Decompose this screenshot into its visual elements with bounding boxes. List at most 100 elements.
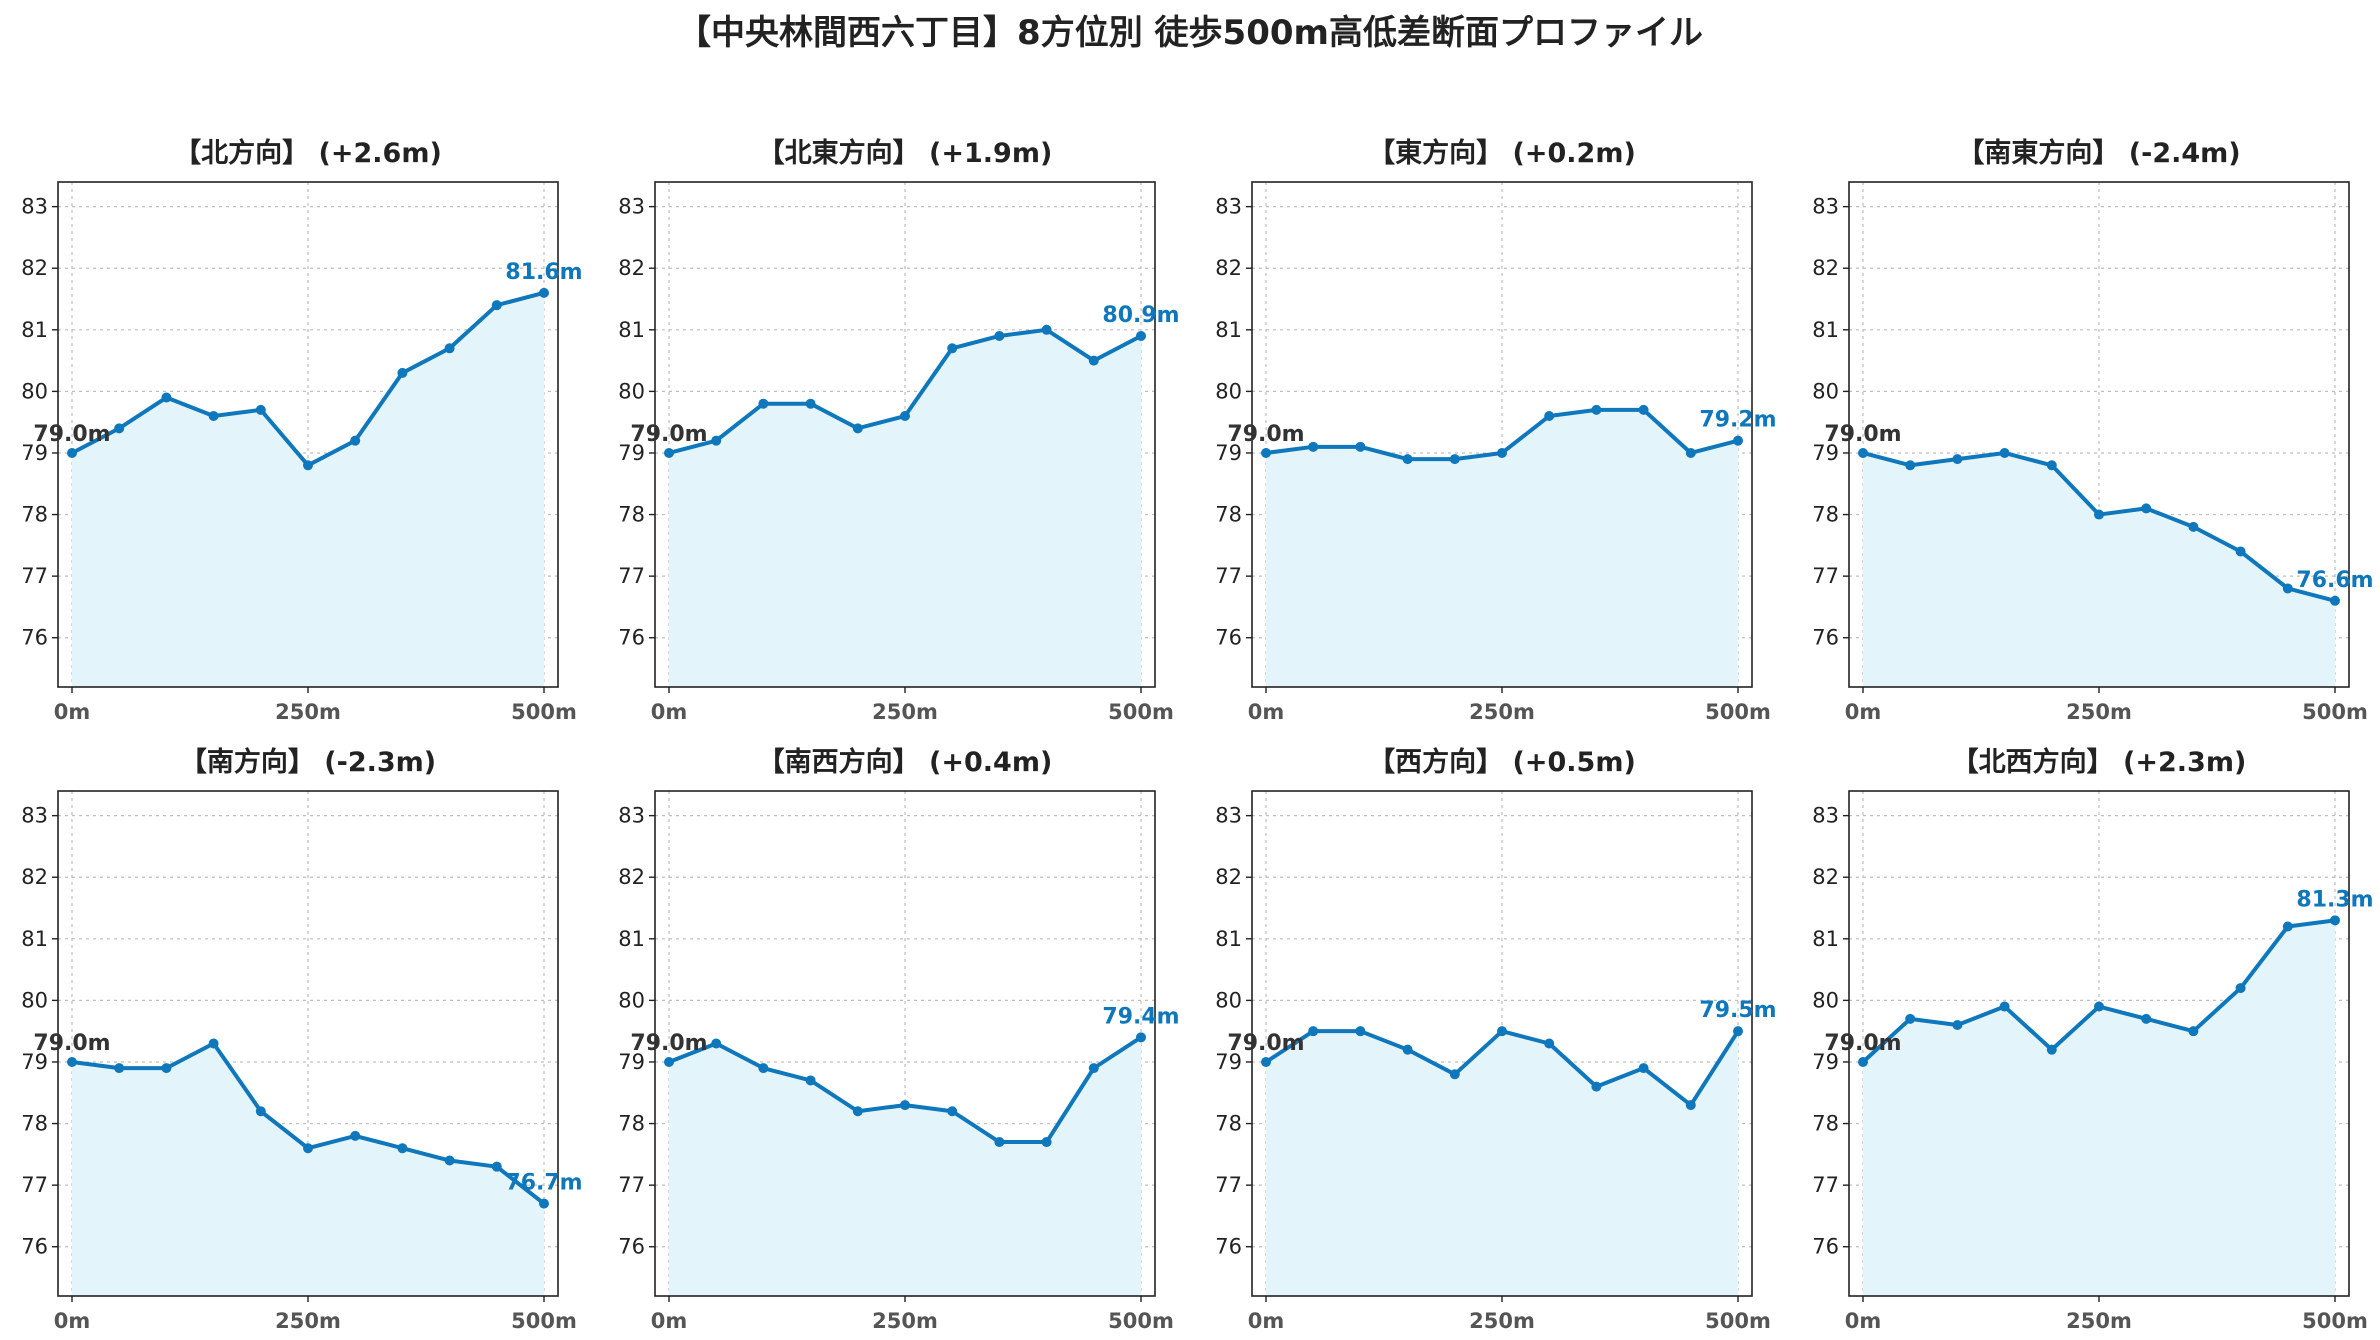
data-point <box>67 447 77 458</box>
data-point <box>711 435 722 446</box>
data-point <box>1858 447 1868 458</box>
y-tick-label: 76 <box>1215 1235 1242 1259</box>
data-point <box>1088 1063 1099 1074</box>
chart-panel-4: 【南方向】 (-2.3m) 76 77 78 79 80 81 82 83 0m 250m 500m 7… <box>21 746 582 1333</box>
data-point <box>1858 1056 1868 1067</box>
data-point <box>397 367 408 378</box>
area-fill <box>669 329 1141 687</box>
y-tick-label: 78 <box>1812 503 1839 527</box>
y-tick-label: 82 <box>1215 865 1242 889</box>
data-point <box>994 1137 1005 1148</box>
y-tick-label: 79 <box>21 441 48 465</box>
y-tick-label: 81 <box>1812 318 1839 342</box>
x-tick-label: 250m <box>275 1309 341 1333</box>
x-tick-label: 500m <box>2302 1309 2368 1333</box>
y-tick-label: 76 <box>1812 1235 1839 1259</box>
data-point <box>1685 447 1696 458</box>
y-tick-label: 81 <box>1215 927 1242 951</box>
data-point <box>255 404 266 415</box>
data-point <box>2141 1013 2152 1024</box>
y-tick-label: 83 <box>1215 195 1242 219</box>
y-tick-label: 80 <box>618 379 645 403</box>
panel-title: 【東方向】 (+0.2m) <box>1368 137 1636 169</box>
y-tick-label: 78 <box>1812 1112 1839 1136</box>
data-point <box>1544 411 1555 422</box>
y-tick-label: 77 <box>618 564 645 588</box>
end-value-label: 80.9m <box>1102 303 1179 328</box>
data-point <box>444 1155 455 1166</box>
data-point <box>1733 1026 1743 1037</box>
start-value-label: 79.0m <box>1227 1031 1304 1056</box>
data-point <box>114 423 125 434</box>
data-point <box>1041 1137 1052 1148</box>
chart-panel-0: 【北方向】 (+2.6m) 76 77 78 79 80 81 82 83 0m 250m 500m 7… <box>21 137 582 724</box>
y-tick-label: 80 <box>1812 988 1839 1012</box>
y-tick-label: 82 <box>21 256 48 280</box>
y-tick-label: 77 <box>618 1173 645 1197</box>
data-point <box>2282 921 2293 932</box>
end-value-label: 76.7m <box>505 1171 582 1196</box>
data-point <box>1952 1020 1963 1031</box>
data-point <box>758 398 769 409</box>
panel-title: 【西方向】 (+0.5m) <box>1368 746 1636 778</box>
y-tick-label: 83 <box>618 804 645 828</box>
y-tick-label: 79 <box>1215 441 1242 465</box>
data-point <box>397 1143 408 1154</box>
start-value-label: 79.0m <box>33 422 110 447</box>
data-point <box>1497 447 1507 458</box>
panel-title: 【北方向】 (+2.6m) <box>174 137 442 169</box>
y-tick-label: 81 <box>1812 927 1839 951</box>
y-tick-label: 80 <box>1215 379 1242 403</box>
y-tick-label: 78 <box>618 503 645 527</box>
x-tick-label: 250m <box>872 700 938 724</box>
area-fill <box>1863 920 2335 1296</box>
panel-title: 【北西方向】 (+2.3m) <box>1952 746 2247 778</box>
data-point <box>208 1038 219 1049</box>
chart-panel-2: 【東方向】 (+0.2m) 76 77 78 79 80 81 82 83 0m 250m 500m 7… <box>1215 137 1776 724</box>
y-tick-label: 79 <box>1215 1050 1242 1074</box>
data-point <box>208 411 219 422</box>
data-point <box>1308 1026 1319 1037</box>
y-tick-label: 83 <box>1812 804 1839 828</box>
y-tick-label: 79 <box>1812 1050 1839 1074</box>
y-tick-label: 81 <box>1215 318 1242 342</box>
y-tick-label: 82 <box>618 865 645 889</box>
data-point <box>1136 330 1146 341</box>
y-tick-label: 77 <box>1215 1173 1242 1197</box>
y-tick-label: 80 <box>1215 988 1242 1012</box>
data-point <box>1591 404 1602 415</box>
x-tick-label: 500m <box>1108 1309 1174 1333</box>
x-tick-label: 250m <box>275 700 341 724</box>
data-point <box>758 1063 769 1074</box>
data-point <box>2235 546 2246 557</box>
area-fill <box>669 1037 1141 1296</box>
data-point <box>1308 441 1319 452</box>
x-tick-label: 0m <box>651 700 688 724</box>
data-point <box>1449 454 1460 465</box>
data-point <box>1355 1026 1366 1037</box>
y-tick-label: 81 <box>618 927 645 951</box>
y-tick-label: 80 <box>1812 379 1839 403</box>
y-tick-label: 76 <box>1215 626 1242 650</box>
x-tick-label: 0m <box>54 700 91 724</box>
data-point <box>1402 1044 1413 1055</box>
data-point <box>1261 447 1271 458</box>
data-point <box>852 423 863 434</box>
x-tick-label: 250m <box>872 1309 938 1333</box>
y-tick-label: 83 <box>1215 804 1242 828</box>
data-point <box>947 1106 958 1117</box>
x-tick-label: 500m <box>1705 700 1771 724</box>
y-tick-label: 78 <box>21 503 48 527</box>
y-tick-label: 81 <box>618 318 645 342</box>
data-point <box>1685 1100 1696 1111</box>
data-point <box>2094 1001 2104 1012</box>
data-point <box>1905 460 1916 471</box>
data-point <box>2235 983 2246 994</box>
data-point <box>303 460 313 471</box>
data-point <box>350 1130 361 1141</box>
data-point <box>2330 915 2340 926</box>
y-tick-label: 77 <box>1812 1173 1839 1197</box>
y-tick-label: 78 <box>1215 503 1242 527</box>
x-tick-label: 500m <box>1108 700 1174 724</box>
